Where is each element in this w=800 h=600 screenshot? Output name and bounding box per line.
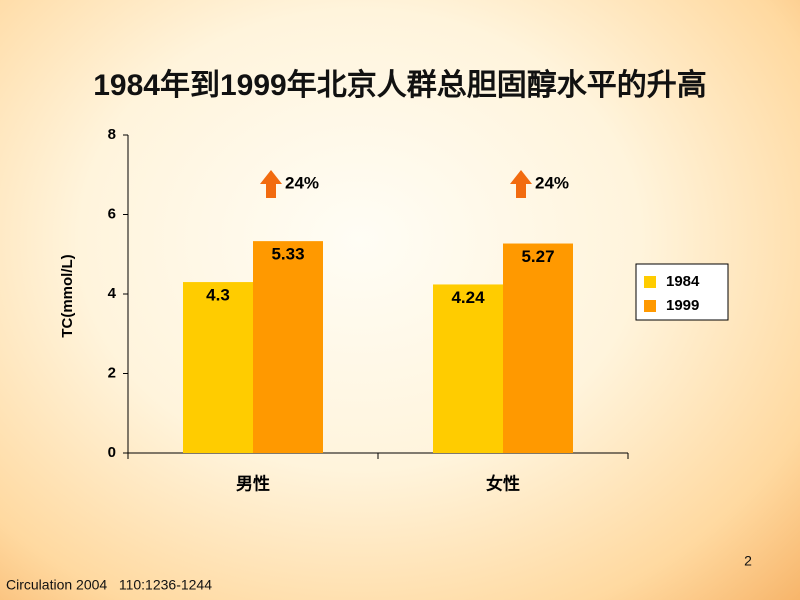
arrow-icon — [260, 170, 282, 198]
bar — [253, 241, 323, 453]
bar — [503, 243, 573, 453]
value-label: 4.3 — [206, 286, 230, 305]
legend-swatch — [644, 300, 656, 312]
annotation: 24% — [535, 173, 569, 192]
value-label: 5.33 — [271, 245, 304, 264]
annotation: 24% — [285, 173, 319, 192]
y-tick-label: 4 — [108, 285, 117, 302]
chart-title: 1984年到1999年北京人群总胆固醇水平的升高 — [93, 68, 706, 102]
page-number: 2 — [744, 553, 752, 569]
value-label: 4.24 — [451, 288, 485, 307]
x-tick-label: 女性 — [486, 473, 520, 493]
y-tick-label: 6 — [108, 205, 116, 222]
y-axis-label: TC(mmol/L) — [59, 254, 76, 337]
source: Circulation 2004 110:1236-1244 — [6, 577, 212, 593]
y-tick-label: 2 — [108, 364, 116, 381]
arrow-icon — [510, 170, 532, 198]
legend-label: 1999 — [666, 297, 699, 314]
legend-swatch — [644, 276, 656, 288]
x-tick-label: 男性 — [236, 473, 270, 493]
bar — [183, 282, 253, 453]
bar — [433, 284, 503, 453]
y-tick-label: 8 — [108, 126, 116, 143]
legend-label: 1984 — [666, 273, 700, 290]
legend-box — [635, 263, 729, 321]
y-tick-label: 0 — [108, 444, 116, 461]
value-label: 5.27 — [521, 247, 554, 266]
